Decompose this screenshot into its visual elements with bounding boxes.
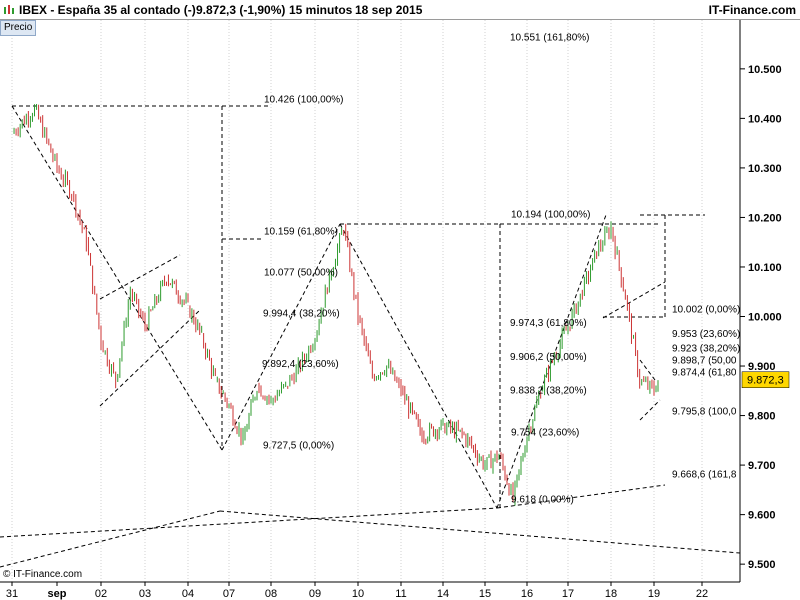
trendline [339,223,498,509]
last-price-box [741,371,790,388]
trendline [221,223,341,451]
y-tick-label: 9.700 [748,460,776,472]
fibonacci-level-label: 9.754 (23,60%) [511,427,579,438]
x-tick-label: 02 [95,588,107,600]
x-tick-label: 16 [521,588,533,600]
fibonacci-level-label: 9.892,4 (23,60%) [262,359,339,370]
brand-name: IT-Finance.com [708,3,796,17]
chart-interval: 15 minutos [289,3,353,17]
fibonacci-level-label: 9.923 (38,20%) [672,344,740,355]
candlesticks [13,104,659,506]
copyright-notice: © IT-Finance.com [3,569,83,580]
fibonacci-level-label: 9.974,3 (61,80%) [510,318,587,329]
x-tick-label: 09 [309,588,321,600]
chart-date: 18 sep 2015 [355,3,423,17]
last-quote: 9.872,3 (-1,90%) [196,3,286,17]
x-tick-label: 07 [223,588,235,600]
fibonacci-level-label: 9.727,5 (0,00%) [263,440,334,451]
y-tick-label: 9.600 [748,510,776,522]
trendline [496,484,666,509]
fibonacci-level-label: 10.551 (161,80%) [510,33,590,44]
fibonacci-level-label: 9.838,2 (38,20%) [510,386,587,397]
panel-label: Precio [0,20,37,36]
y-tick-label: 10.500 [748,64,782,76]
trendline [99,254,181,300]
trendline [602,281,666,319]
trendline [99,309,201,407]
fibonacci-level-label: 9.906,2 (50,00%) [510,352,587,363]
trendline [219,510,741,554]
fibonacci-level-label: 10.426 (100,00%) [264,95,344,106]
x-tick-label: 15 [479,588,491,600]
price-axis: 10.500 10.400 10.300 10.200 10.100 10.000 9.90… [739,20,782,582]
y-tick-label: 10.000 [748,312,782,324]
x-tick-label: 22 [696,588,708,600]
fibonacci-level-label: 9.874,4 (61,80 [672,368,737,379]
y-tick-label: 10.300 [748,163,782,175]
fibonacci-level-label: 10.159 (61,80%) [264,227,338,238]
fibonacci-level-label: 10.077 (50,00%) [264,267,338,278]
trendline [496,214,607,509]
y-tick-label: 10.400 [748,113,782,125]
last-price-marker: 9.872,3 [741,371,790,388]
y-tick-label: 10.200 [748,212,782,224]
y-tick-label: 9.500 [748,559,776,571]
chart-type-icon [4,5,14,14]
x-tick-label: 04 [182,588,194,600]
y-tick-label: 9.900 [748,361,776,373]
trendlines [0,105,741,568]
x-tick-label: 11 [395,588,406,600]
fibonacci-level-label: 9.668,6 (161,8 [672,470,737,481]
fibonacci-level-label: 10.194 (100,00%) [511,209,591,220]
time-axis: 31 sep 02 03 04 07 08 09 10 11 14 15 16 17 18 19 22 [0,581,740,600]
instrument-name: IBEX - España 35 al contado (-) [19,3,196,17]
fibonacci-labels: 10.551 (161,80%) 10.426 (100,00%) 10.159 (… [262,33,740,506]
x-tick-label: 03 [139,588,151,600]
fibonacci-level-label: 9.618 (0,00%) [511,495,574,506]
x-tick-label: sep [48,588,67,600]
x-tick-label: 08 [265,588,277,600]
trendline [11,105,223,451]
x-tick-label: 18 [605,588,617,600]
y-tick-label: 9.800 [748,411,776,423]
fibonacci-level-label: 9.953 (23,60%) [672,329,740,340]
fibonacci-level-label: 9.795,8 (100,0 [672,407,737,418]
fibonacci-level-label: 10.002 (0,00%) [672,305,740,316]
trendline [0,510,221,568]
x-tick-label: 14 [437,588,449,600]
last-price-label: 9.872,3 [747,375,784,387]
chart-title-bar: IBEX - España 35 al contado (-) 9.872,3 … [0,0,800,20]
x-tick-label: 19 [648,588,660,600]
fibonacci-level-label: 9.994,4 (38,20%) [263,308,340,319]
y-tick-label: 10.100 [748,262,782,274]
x-tick-label: 17 [562,588,574,600]
trendline [639,399,661,421]
fibonacci-lines [12,105,705,508]
vertical-gridlines [11,20,703,582]
fibonacci-level-label: 9.898,7 (50,00 [672,356,737,367]
x-tick-label: 31 [6,588,18,600]
x-tick-label: 10 [352,588,364,600]
trendline [0,507,498,538]
